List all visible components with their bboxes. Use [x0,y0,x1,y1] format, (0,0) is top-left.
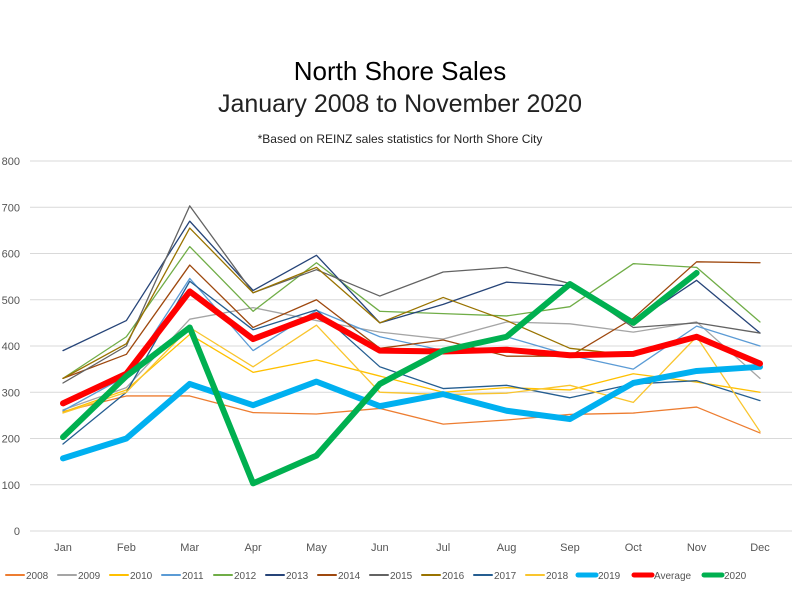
legend-item-2011: 2011 [161,571,204,582]
x-tick-label: Nov [687,542,707,554]
y-tick-label: 300 [2,387,20,399]
y-tick-label: 500 [2,295,20,307]
legend-label: 2008 [26,571,49,582]
legend-item-2008: 2008 [5,571,49,582]
y-tick-label: 200 [2,434,20,446]
legend-label: 2013 [286,571,309,582]
legend-label: 2014 [338,571,361,582]
y-tick-label: 400 [2,341,20,353]
series-line-2009 [62,306,761,411]
series-line-2020 [60,269,700,487]
x-tick-label: Sep [560,542,580,554]
x-tick-label: Oct [625,542,642,554]
legend-item-2016: 2016 [421,571,465,582]
legend-label: 2011 [182,571,204,582]
chart-note: *Based on REINZ sales statistics for Nor… [258,132,543,146]
legend-item-2014: 2014 [317,571,361,582]
legend-item-2020: 2020 [701,571,747,582]
series-line-2013 [62,220,761,352]
series-line-average [60,288,763,407]
legend-item-2012: 2012 [213,571,257,582]
legend-item-2015: 2015 [369,571,413,582]
series-line-2019 [60,363,763,462]
series-line-2010 [62,333,761,413]
x-tick-label: Jul [436,542,450,554]
y-tick-label: 600 [2,249,20,261]
x-tick-label: May [306,542,327,554]
legend-item-2010: 2010 [109,571,153,582]
x-tick-label: Jan [54,542,72,554]
legend-item-average: Average [631,571,692,582]
series-line-2012 [62,245,761,380]
legend-label: 2016 [442,571,465,582]
legend-label: Average [654,571,692,582]
legend-item-2018: 2018 [525,571,569,582]
x-tick-label: Dec [750,542,770,554]
series-line-2014 [62,261,761,380]
legend-label: 2012 [234,571,257,582]
legend-label: 2010 [130,571,153,582]
y-tick-label: 0 [14,526,20,538]
x-tick-label: Feb [117,542,136,554]
y-tick-label: 100 [2,480,20,492]
x-tick-label: Apr [245,542,262,554]
series-line-2015 [62,205,761,384]
legend-item-2013: 2013 [265,571,309,582]
legend-label: 2018 [546,571,569,582]
x-tick-label: Mar [180,542,199,554]
y-tick-label: 800 [2,156,20,168]
legend-item-2017: 2017 [473,571,517,582]
legend-label: 2015 [390,571,413,582]
legend-item-2019: 2019 [575,571,621,582]
chart-title: North Shore Sales [294,56,506,86]
x-tick-label: Jun [371,542,389,554]
legend-item-2009: 2009 [57,571,101,582]
chart-subtitle: January 2008 to November 2020 [218,90,582,118]
legend-label: 2009 [78,571,101,582]
x-tick-label: Aug [497,542,517,554]
y-tick-label: 700 [2,202,20,214]
legend-label: 2017 [494,571,517,582]
legend-label: 2019 [598,571,621,582]
legend-label: 2020 [724,571,747,582]
